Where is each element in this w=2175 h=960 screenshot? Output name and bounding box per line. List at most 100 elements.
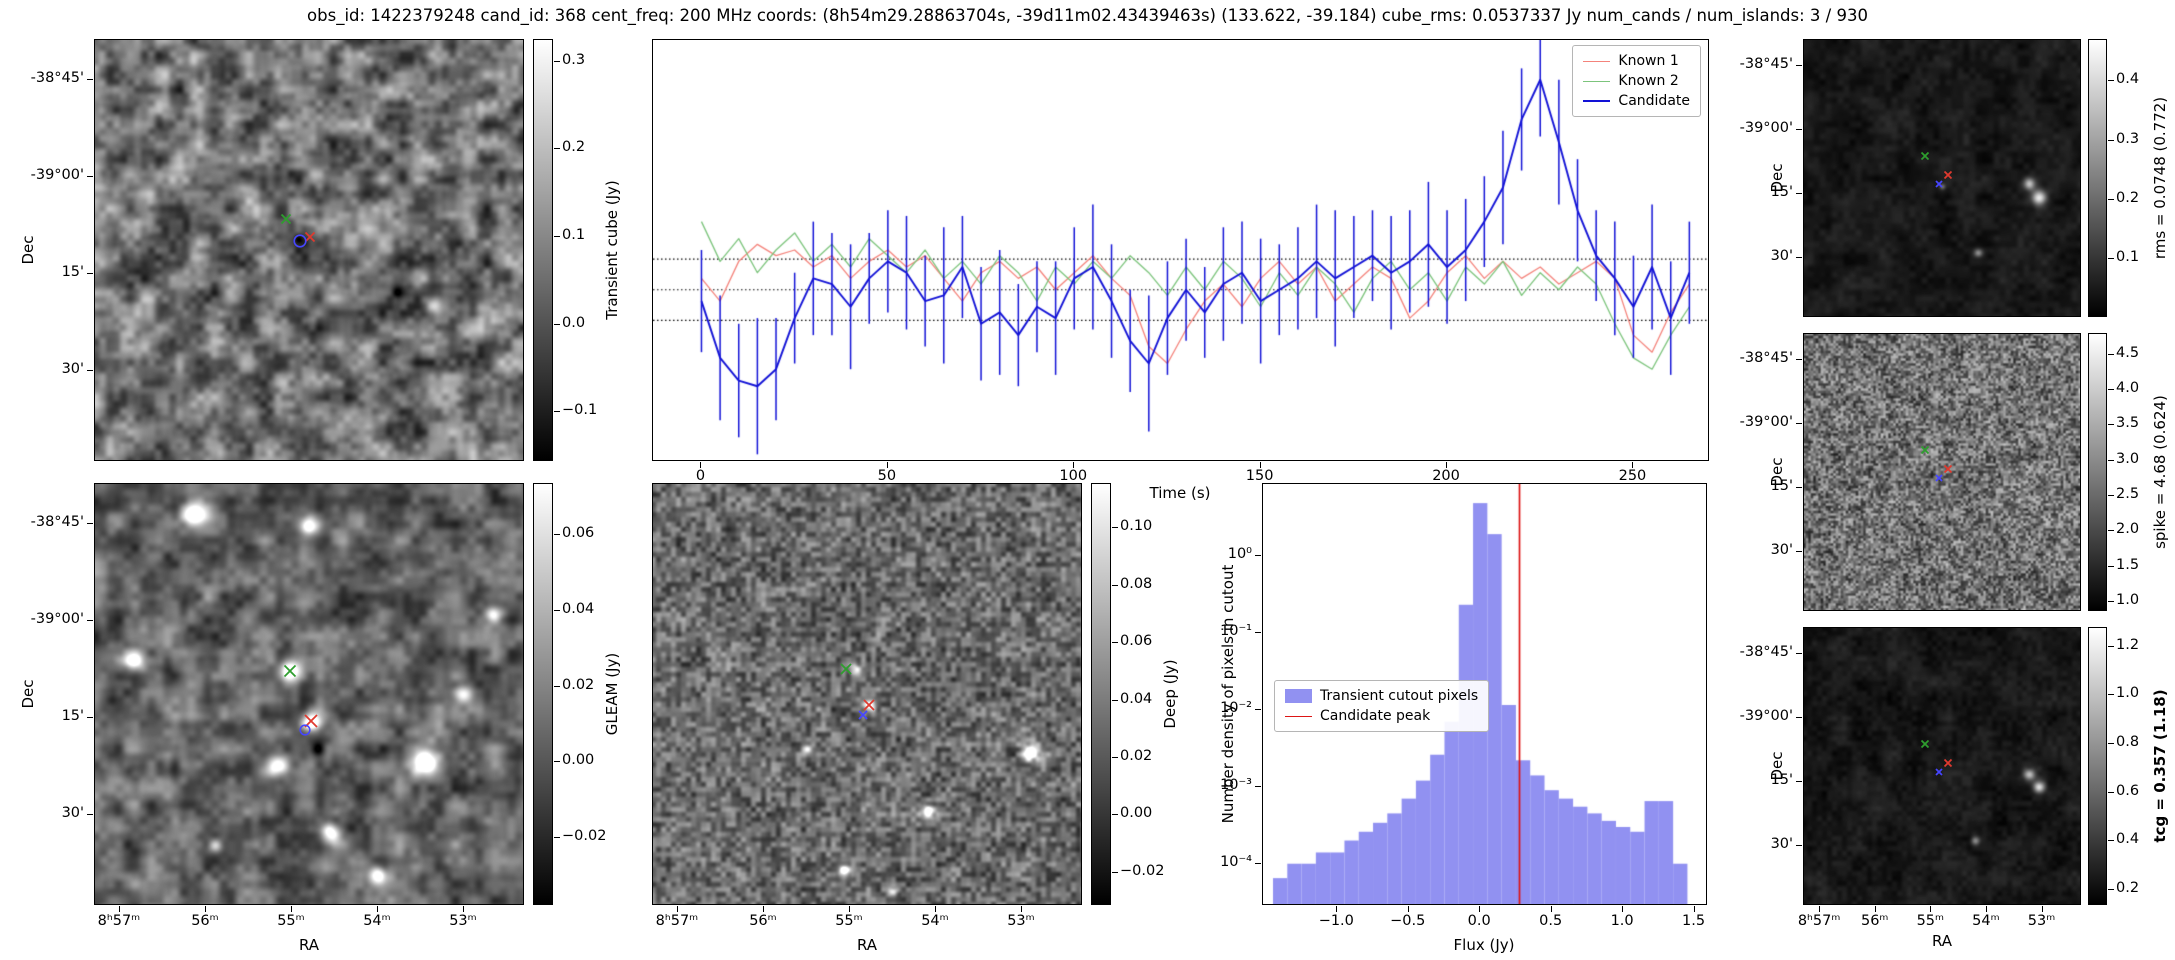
rms-image	[1804, 40, 2080, 316]
colorbar-tick-label: 1.5	[2116, 556, 2140, 573]
dec-tick-label: -38°45'	[1739, 56, 1793, 73]
time-tick-label: 200	[1432, 468, 1460, 484]
colorbar-tick-label: 0.04	[1120, 690, 1153, 707]
colorbar-tick-mark	[2108, 791, 2114, 793]
colorbar-tick-label: −0.02	[562, 827, 607, 844]
transient-colorbar	[533, 39, 553, 461]
flux-tick-mark	[1479, 906, 1481, 912]
density-tick-label: 10⁻⁴	[1220, 853, 1252, 870]
flux-tick-label: 1.5	[1682, 913, 1706, 929]
colorbar-tick-label: 2.5	[2116, 486, 2140, 503]
rms-colorbar-label: rms = 0.0748 (0.772)	[2151, 96, 2169, 260]
dec-tick-label: -38°45'	[30, 70, 84, 87]
colorbar-tick-label: 0.6	[2116, 782, 2140, 799]
rms-colorbar	[2088, 39, 2107, 317]
known1-line-swatch	[1583, 60, 1611, 62]
colorbar-tick-label: 1.2	[2116, 636, 2140, 653]
ra-tick-label: 54ᵐ	[921, 913, 949, 929]
ra-tick-mark	[118, 906, 120, 912]
ra-tick-mark	[676, 906, 678, 912]
gleam-colorbar	[533, 483, 553, 905]
dec-tick-mark	[1796, 257, 1802, 259]
tcg-image	[1804, 628, 2080, 904]
ra-axis-label: RA	[298, 936, 320, 954]
colorbar-tick-label: 0.02	[562, 676, 595, 693]
dec-tick-mark	[1796, 717, 1802, 719]
deep-colorbar-label: Deep (Jy)	[1161, 659, 1179, 729]
ra-axis-label: RA	[1931, 932, 1953, 950]
ra-tick-mark	[1930, 906, 1932, 912]
density-tick-mark	[1255, 631, 1261, 633]
ra-tick-label: 54ᵐ	[363, 913, 391, 929]
colorbar-tick-mark	[2108, 601, 2114, 603]
ra-tick-mark	[762, 906, 764, 912]
flux-tick-mark	[1550, 906, 1552, 912]
flux-tick-mark	[1693, 906, 1695, 912]
colorbar-tick-label: 3.0	[2116, 450, 2140, 467]
known1-x-marker	[1921, 739, 1930, 749]
colorbar-tick-mark	[554, 836, 560, 838]
legend-item-peak: Candidate peak	[1285, 706, 1478, 726]
legend-item-known2: Known 2	[1583, 71, 1690, 91]
time-tick-mark	[1446, 462, 1448, 468]
colorbar-tick-mark	[1112, 871, 1118, 873]
gleam-colorbar-label: GLEAM (Jy)	[603, 652, 621, 736]
ra-tick-mark	[934, 906, 936, 912]
dec-tick-mark	[1796, 423, 1802, 425]
dec-tick-label: -38°45'	[1739, 350, 1793, 367]
colorbar-tick-label: 0.06	[1120, 633, 1153, 650]
figure-title: obs_id: 1422379248 cand_id: 368 cent_fre…	[307, 6, 1868, 25]
time-tick-mark	[700, 462, 702, 468]
ra-tick-mark	[376, 906, 378, 912]
ra-tick-label: 53ᵐ	[449, 913, 477, 929]
time-tick-label: 0	[695, 468, 706, 484]
dec-tick-mark	[87, 717, 93, 719]
ra-tick-mark	[462, 906, 464, 912]
transient-cube-cutout	[94, 39, 524, 461]
candidate-peak-line-swatch	[1285, 715, 1312, 717]
dec-tick-label: -38°45'	[30, 514, 84, 531]
flux-tick-label: −1.0	[1318, 913, 1354, 929]
ra-tick-mark	[2041, 906, 2043, 912]
ra-tick-label: 55ᵐ	[277, 913, 305, 929]
time-tick-mark	[1073, 462, 1075, 468]
colorbar-tick-mark	[2108, 257, 2114, 259]
colorbar-tick-mark	[2108, 840, 2114, 842]
known2-x-marker	[1943, 759, 1952, 768]
colorbar-tick-mark	[554, 235, 560, 237]
ra-tick-label: 53ᵐ	[2027, 913, 2056, 929]
ra-tick-mark	[1874, 906, 1876, 912]
flux-tick-label: 1.0	[1610, 913, 1634, 929]
colorbar-tick-mark	[554, 148, 560, 150]
ra-tick-label: 54ᵐ	[1972, 913, 2000, 929]
dec-tick-label: 30'	[61, 805, 84, 822]
ra-tick-mark	[1985, 906, 1987, 912]
dec-tick-mark	[1796, 781, 1802, 783]
tcg-colorbar	[2088, 627, 2107, 905]
ra-tick-mark	[1819, 906, 1821, 912]
ra-tick-label: 55ᵐ	[835, 913, 863, 929]
legend-label-peak: Candidate peak	[1320, 708, 1431, 724]
dec-tick-label: -39°00'	[30, 167, 84, 184]
dec-tick-label: -39°00'	[1739, 414, 1793, 431]
tcg-cutout	[1803, 627, 2081, 905]
dec-tick-label: -39°00'	[1739, 708, 1793, 725]
spike-colorbar	[2088, 333, 2107, 611]
dec-tick-mark	[1796, 129, 1802, 131]
colorbar-tick-mark	[554, 534, 560, 536]
colorbar-tick-label: 0.2	[2116, 189, 2140, 206]
spike-cutout	[1803, 333, 2081, 611]
colorbar-tick-mark	[1112, 527, 1118, 529]
colorbar-tick-label: 0.02	[1120, 748, 1153, 764]
dec-tick-label: 30'	[1770, 248, 1793, 265]
colorbar-tick-mark	[2108, 80, 2114, 82]
colorbar-tick-mark	[2108, 565, 2114, 567]
ra-tick-label: 8ʰ57ᵐ	[1797, 913, 1841, 929]
colorbar-tick-mark	[2108, 388, 2114, 390]
colorbar-tick-mark	[1112, 584, 1118, 586]
colorbar-tick-mark	[554, 323, 560, 325]
time-tick-label: 250	[1618, 468, 1647, 484]
colorbar-tick-label: 4.5	[2116, 344, 2140, 361]
transient-colorbar-label: Transient cube (Jy)	[603, 180, 621, 320]
